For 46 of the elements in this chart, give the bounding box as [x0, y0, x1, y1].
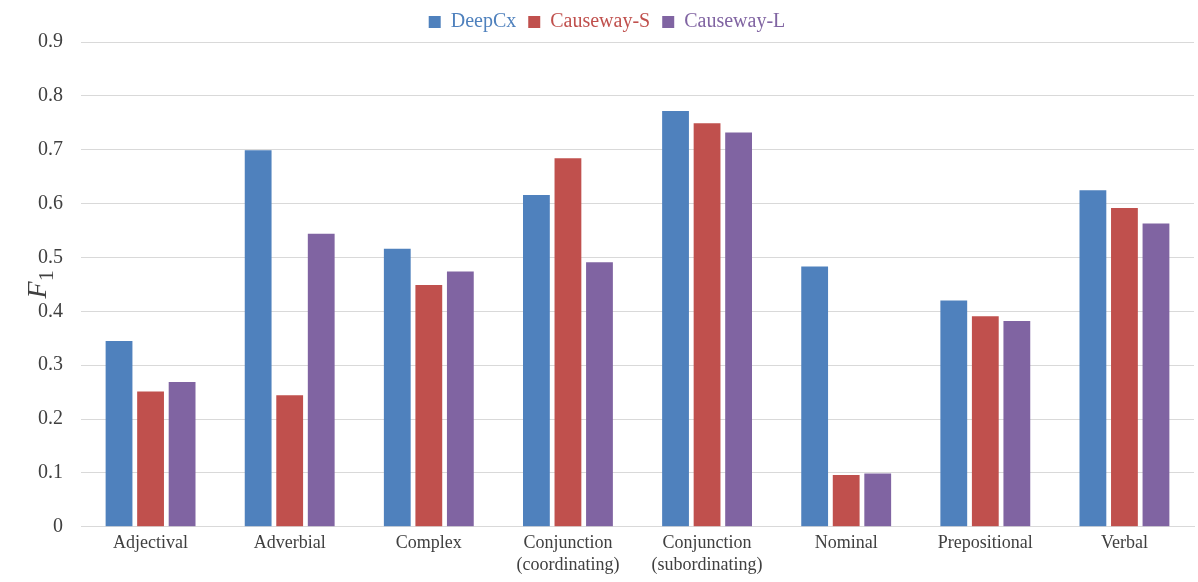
- bar: [1111, 207, 1138, 527]
- bar: [523, 194, 550, 527]
- y-tick-label: 0.8: [38, 83, 63, 106]
- bar: [864, 473, 892, 527]
- bar: [168, 381, 196, 527]
- bar: [1079, 190, 1107, 527]
- bar: [1003, 321, 1031, 527]
- bar: [693, 123, 721, 527]
- x-tick-label: Adverbial: [253, 532, 326, 553]
- y-tick-label: 0: [53, 514, 63, 537]
- x-tick-label: Complex: [395, 532, 462, 553]
- bar: [137, 391, 164, 527]
- bar: [446, 271, 474, 527]
- legend-label: Causeway-S: [550, 9, 651, 33]
- bar: [415, 284, 443, 527]
- x-tick-label: Adjectival: [113, 532, 189, 553]
- bar: [105, 340, 133, 527]
- legend-label: DeepCx: [450, 9, 517, 33]
- y-axis-title: F1: [21, 270, 58, 300]
- bar: [725, 132, 752, 527]
- x-tick-label: Verbal: [1100, 532, 1148, 553]
- x-tick-label: Prepositional: [937, 532, 1033, 553]
- y-tick-label: 0.2: [38, 406, 63, 429]
- bar: [662, 110, 689, 527]
- y-tick-label: 0.1: [38, 460, 63, 483]
- bar: [276, 395, 304, 527]
- y-tick-label: 0.5: [38, 244, 63, 267]
- y-tick-label: 0.4: [38, 298, 63, 321]
- bar: [586, 262, 613, 527]
- bar: [383, 248, 411, 527]
- bar: [554, 158, 582, 527]
- y-tick-label: 0.6: [38, 190, 63, 213]
- bar: [801, 266, 829, 527]
- y-tick-label: 0.7: [38, 136, 63, 159]
- bar: [940, 300, 968, 527]
- legend-label: Causeway-L: [684, 9, 786, 33]
- x-tick-label: Conjunction (subordinating): [651, 532, 763, 575]
- bar: [1142, 223, 1170, 527]
- x-tick-label: Conjunction (coordinating): [516, 532, 620, 575]
- bar: [244, 150, 272, 527]
- bar: [832, 475, 860, 527]
- bar: [307, 233, 335, 527]
- y-tick-label: 0.3: [38, 352, 63, 375]
- bar: [971, 316, 999, 527]
- x-tick-label: Nominal: [814, 532, 878, 553]
- y-tick-label: 0.9: [38, 29, 63, 52]
